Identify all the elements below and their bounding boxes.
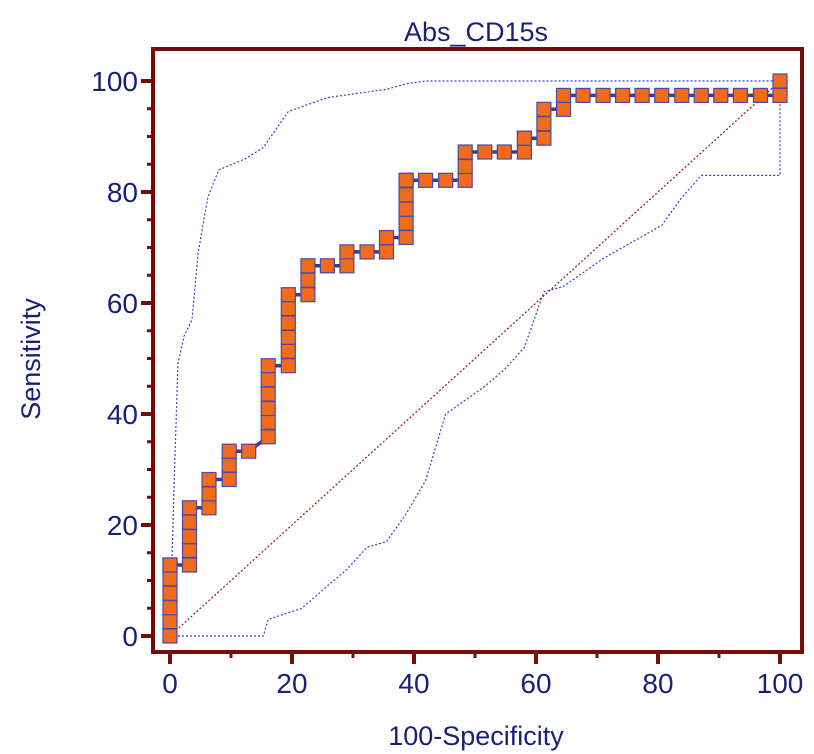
roc-point — [516, 130, 533, 146]
axis-ticks — [141, 79, 782, 664]
roc-point — [614, 87, 631, 104]
roc-point — [634, 87, 650, 104]
roc-point — [555, 101, 572, 117]
roc-point — [162, 613, 178, 630]
roc-point — [201, 500, 217, 516]
roc-point — [221, 471, 237, 488]
roc-point — [181, 542, 198, 559]
roc-point — [339, 258, 355, 274]
reference-diagonal — [169, 80, 781, 637]
roc-point — [162, 557, 178, 573]
roc-point — [280, 358, 296, 374]
roc-point — [300, 287, 316, 303]
roc-point — [280, 301, 296, 317]
roc-point — [280, 343, 296, 359]
roc-point — [241, 443, 257, 459]
roc-point — [398, 201, 414, 217]
roc-point — [181, 514, 198, 530]
roc-point — [201, 486, 217, 502]
x-axis-label: 100-Specificity — [388, 721, 564, 751]
roc-point — [162, 628, 178, 644]
roc-point — [536, 130, 552, 146]
roc-point — [732, 87, 749, 104]
y-tick-label: 60 — [107, 288, 138, 319]
roc-point — [260, 358, 276, 374]
roc-markers — [162, 73, 788, 644]
roc-point — [221, 443, 237, 459]
roc-point — [162, 571, 178, 587]
roc-point — [772, 87, 788, 104]
roc-point — [674, 87, 690, 104]
x-tick-label: 0 — [162, 668, 178, 699]
x-tick-label: 20 — [276, 668, 307, 699]
roc-point — [260, 400, 276, 417]
roc-point — [300, 258, 316, 274]
y-tick-label: 20 — [107, 510, 138, 541]
roc-point — [280, 329, 296, 345]
y-tick-label: 100 — [91, 66, 138, 97]
roc-point — [654, 87, 670, 104]
roc-point — [280, 315, 296, 331]
roc-point — [693, 87, 709, 104]
roc-point — [595, 87, 611, 104]
roc-point — [457, 172, 473, 188]
roc-point — [339, 244, 355, 260]
y-tick-label: 0 — [122, 621, 138, 652]
roc-point — [752, 87, 769, 104]
y-tick-label: 80 — [107, 177, 138, 208]
roc-point — [772, 73, 788, 89]
roc-point — [457, 158, 473, 175]
roc-point — [260, 414, 276, 430]
roc-point — [260, 429, 276, 445]
x-tick-label: 100 — [757, 668, 804, 699]
roc-point — [260, 372, 276, 388]
roc-point — [575, 87, 591, 104]
roc-point — [181, 529, 198, 545]
x-tick-label: 80 — [642, 668, 673, 699]
roc-point — [438, 172, 454, 188]
roc-point — [300, 272, 316, 288]
x-tick-label: 60 — [520, 668, 551, 699]
roc-point — [398, 172, 414, 188]
x-tick-label: 40 — [398, 668, 429, 699]
roc-point — [162, 600, 178, 616]
roc-point — [398, 229, 414, 246]
y-axis-label: Sensitivity — [16, 298, 46, 420]
roc-point — [201, 471, 217, 488]
roc-point — [181, 557, 198, 573]
roc-point — [280, 287, 296, 303]
ci-lower-line — [170, 81, 781, 637]
chart-title: Abs_CD15s — [404, 17, 548, 47]
roc-point — [398, 215, 414, 231]
ci-upper-line — [169, 80, 780, 637]
roc-point — [536, 116, 552, 132]
plot-frame — [151, 47, 804, 654]
roc-point — [713, 87, 729, 104]
roc-point — [496, 144, 512, 160]
roc-point — [221, 457, 237, 473]
roc-point — [378, 229, 395, 246]
roc-point — [516, 144, 533, 160]
roc-point — [457, 144, 473, 160]
roc-point — [477, 144, 493, 160]
y-tick-label: 40 — [107, 399, 138, 430]
roc-point — [260, 386, 276, 402]
roc-point — [359, 244, 375, 260]
roc-point — [181, 500, 198, 516]
axis-tick-labels: 0 20 40 60 80 100 0 20 40 60 80 100 — [91, 66, 803, 699]
roc-point — [378, 244, 395, 260]
roc-point — [555, 87, 572, 104]
roc-point — [418, 172, 434, 188]
roc-point — [536, 101, 552, 117]
roc-point — [162, 585, 178, 601]
roc-point — [319, 258, 335, 274]
roc-point — [398, 187, 414, 203]
